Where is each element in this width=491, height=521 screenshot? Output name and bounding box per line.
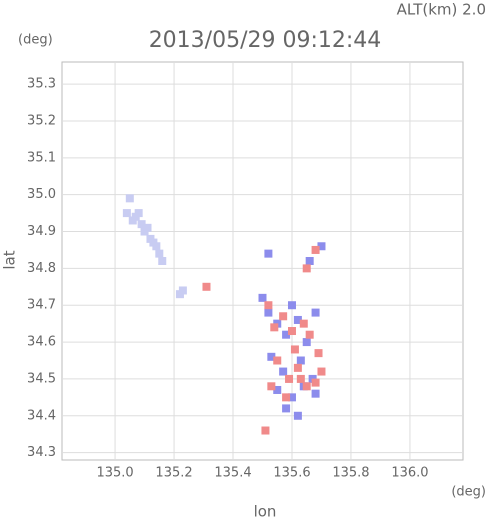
x-axis-label: lon [254, 503, 277, 521]
radar-point [282, 393, 291, 402]
radar-point [311, 389, 320, 398]
x-tick-label: 136.0 [391, 466, 428, 481]
altitude-label: ALT(km) 2.0 [397, 1, 486, 19]
radar-point [137, 220, 146, 229]
y-tick-label: 34.7 [27, 298, 56, 313]
radar-point [267, 352, 276, 361]
radar-point [152, 242, 161, 251]
x-tick-label: 135.6 [273, 466, 310, 481]
radar-point [299, 319, 308, 328]
radar-point [267, 382, 276, 391]
radar-point [296, 374, 305, 383]
radar-point [314, 349, 323, 358]
y-tick-label: 35.2 [27, 113, 56, 128]
chart-title: 2013/05/29 09:12:44 [149, 28, 382, 53]
plot-frame [61, 61, 464, 461]
radar-point [317, 242, 326, 251]
radar-point [285, 374, 294, 383]
radar-point [287, 327, 296, 336]
y-tick-label: 34.3 [27, 445, 56, 460]
y-tick-label: 35.0 [27, 187, 56, 202]
radar-point [270, 323, 279, 332]
x-tick-label: 135.2 [155, 466, 192, 481]
radar-point [302, 264, 311, 273]
radar-point [279, 312, 288, 321]
x-tick-label: 135.4 [214, 466, 251, 481]
radar-point [302, 338, 311, 347]
radar-point [279, 367, 288, 376]
radar-point [296, 356, 305, 365]
radar-point [305, 330, 314, 339]
radar-point [282, 330, 291, 339]
radar-point [122, 209, 131, 218]
radar-point [178, 286, 187, 295]
radar-point [264, 301, 273, 310]
y-tick-label: 35.1 [27, 150, 56, 165]
y-tick-label: 34.4 [27, 408, 56, 423]
radar-point [202, 282, 211, 291]
radar-point [155, 249, 164, 258]
radar-point [311, 245, 320, 254]
radar-point [261, 426, 270, 435]
radar-point [282, 404, 291, 413]
radar-point [293, 315, 302, 324]
y-axis-label: lat [1, 250, 19, 269]
radar-point [287, 393, 296, 402]
radar-point [264, 249, 273, 258]
radar-point [311, 378, 320, 387]
y-tick-label: 34.9 [27, 224, 56, 239]
radar-point [287, 301, 296, 310]
radar-point [143, 223, 152, 232]
y-tick-label: 34.8 [27, 261, 56, 276]
x-tick-label: 135.0 [96, 466, 133, 481]
radar-point [317, 367, 326, 376]
y-tick-label: 34.6 [27, 335, 56, 350]
radar-point [293, 363, 302, 372]
radar-point [125, 194, 134, 203]
radar-point [273, 385, 282, 394]
radar-point [293, 411, 302, 420]
radar-point [273, 356, 282, 365]
radar-point [158, 257, 167, 265]
radar-point [134, 209, 143, 218]
radar-point [302, 382, 311, 391]
radar-point [264, 308, 273, 317]
radar-point [311, 308, 320, 317]
x-tick-label: 135.8 [332, 466, 369, 481]
radar-point [258, 293, 267, 302]
radar-point [128, 216, 137, 225]
radar-point [290, 345, 299, 354]
radar-point [305, 257, 314, 265]
x-unit: (deg) [451, 485, 486, 500]
y-tick-label: 35.3 [27, 77, 56, 92]
y-tick-label: 34.5 [27, 371, 56, 386]
y-unit: (deg) [18, 33, 53, 48]
